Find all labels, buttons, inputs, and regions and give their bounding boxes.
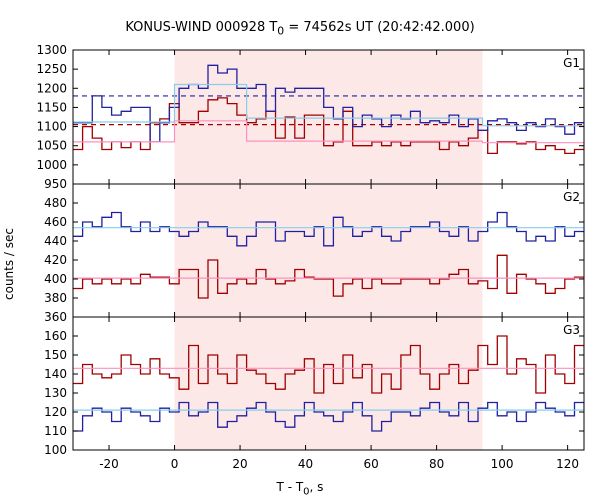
panel-plot-area bbox=[73, 335, 584, 432]
panel-label-g3: G3 bbox=[563, 323, 580, 337]
y-tick-label: 1200 bbox=[36, 81, 67, 95]
x-axis-label-subscript: 0 bbox=[303, 486, 310, 498]
y-tick-label: 140 bbox=[44, 367, 67, 381]
x-tick-label: 120 bbox=[556, 457, 579, 471]
panel-frame bbox=[72, 316, 585, 451]
y-tick-label: 460 bbox=[44, 215, 67, 229]
series-pink-3 bbox=[73, 120, 584, 144]
series-light-blue-2 bbox=[73, 83, 584, 127]
y-tick-label: 150 bbox=[44, 348, 67, 362]
y-tick-label: 480 bbox=[44, 196, 67, 210]
x-tick-label: 100 bbox=[491, 457, 514, 471]
panel-label-g2: G2 bbox=[563, 190, 580, 204]
series-dark-red-0 bbox=[73, 254, 584, 299]
y-tick-label: 1100 bbox=[36, 120, 67, 134]
series-dark-blue-1 bbox=[73, 401, 584, 432]
y-tick-label: 380 bbox=[44, 291, 67, 305]
y-tick-label: 160 bbox=[44, 329, 67, 343]
series-dark-red-0 bbox=[73, 335, 584, 394]
x-tick-label: 60 bbox=[363, 457, 378, 471]
x-tick-label: 20 bbox=[232, 457, 247, 471]
y-tick-label: 440 bbox=[44, 234, 67, 248]
series-dark-blue-1 bbox=[73, 64, 584, 143]
panel-g2: 360 380 400 420 440 460 480 G2 bbox=[44, 183, 585, 324]
panel-label-g1: G1 bbox=[563, 56, 580, 70]
title-time-text: = 74562s UT (20:42:42.000) bbox=[284, 20, 475, 35]
panel-g1: 950 1000 1050 1100 1150 1200 1250 1300 G1 bbox=[36, 43, 585, 191]
y-tick-label: 360 bbox=[44, 310, 67, 324]
y-tick-label: 420 bbox=[44, 253, 67, 267]
x-tick-label: -20 bbox=[99, 457, 119, 471]
y-tick-label: 1000 bbox=[36, 158, 67, 172]
panel-plot-area bbox=[73, 211, 584, 299]
series-dark-blue-1 bbox=[73, 211, 584, 247]
x-tick-label: 40 bbox=[298, 457, 313, 471]
y-tick-label: 1300 bbox=[36, 43, 67, 57]
title-main-text: KONUS-WIND 000928 T bbox=[125, 20, 278, 35]
x-axis-label-unit: , s bbox=[309, 480, 324, 494]
x-tick-label: 80 bbox=[429, 457, 444, 471]
y-tick-label: 110 bbox=[44, 424, 67, 438]
y-tick-label: 1050 bbox=[36, 139, 67, 153]
x-axis-label-main: T - T bbox=[276, 480, 304, 494]
y-tick-label: 1250 bbox=[36, 62, 67, 76]
series-dark-red-0 bbox=[73, 97, 584, 155]
shaded-interval bbox=[174, 184, 483, 317]
y-tick-label: 1150 bbox=[36, 100, 67, 114]
shaded-interval bbox=[174, 50, 483, 184]
x-axis-label: T - T0, s bbox=[0, 480, 600, 497]
title-subscript: 0 bbox=[277, 24, 285, 38]
y-tick-label: 950 bbox=[44, 177, 67, 191]
panel-g3: 100 110 120 130 140 150 160 G3 bbox=[44, 316, 585, 457]
shaded-interval bbox=[174, 317, 483, 450]
y-axis-label: counts / sec bbox=[2, 227, 16, 300]
panel-plot-area bbox=[73, 64, 584, 155]
x-tick-label: 0 bbox=[171, 457, 179, 471]
y-tick-label: 130 bbox=[44, 386, 67, 400]
y-tick-label: 120 bbox=[44, 405, 67, 419]
y-tick-label: 100 bbox=[44, 443, 67, 457]
y-tick-label: 400 bbox=[44, 272, 67, 286]
chart-title: KONUS-WIND 000928 T0 = 74562s UT (20:42:… bbox=[0, 20, 600, 38]
